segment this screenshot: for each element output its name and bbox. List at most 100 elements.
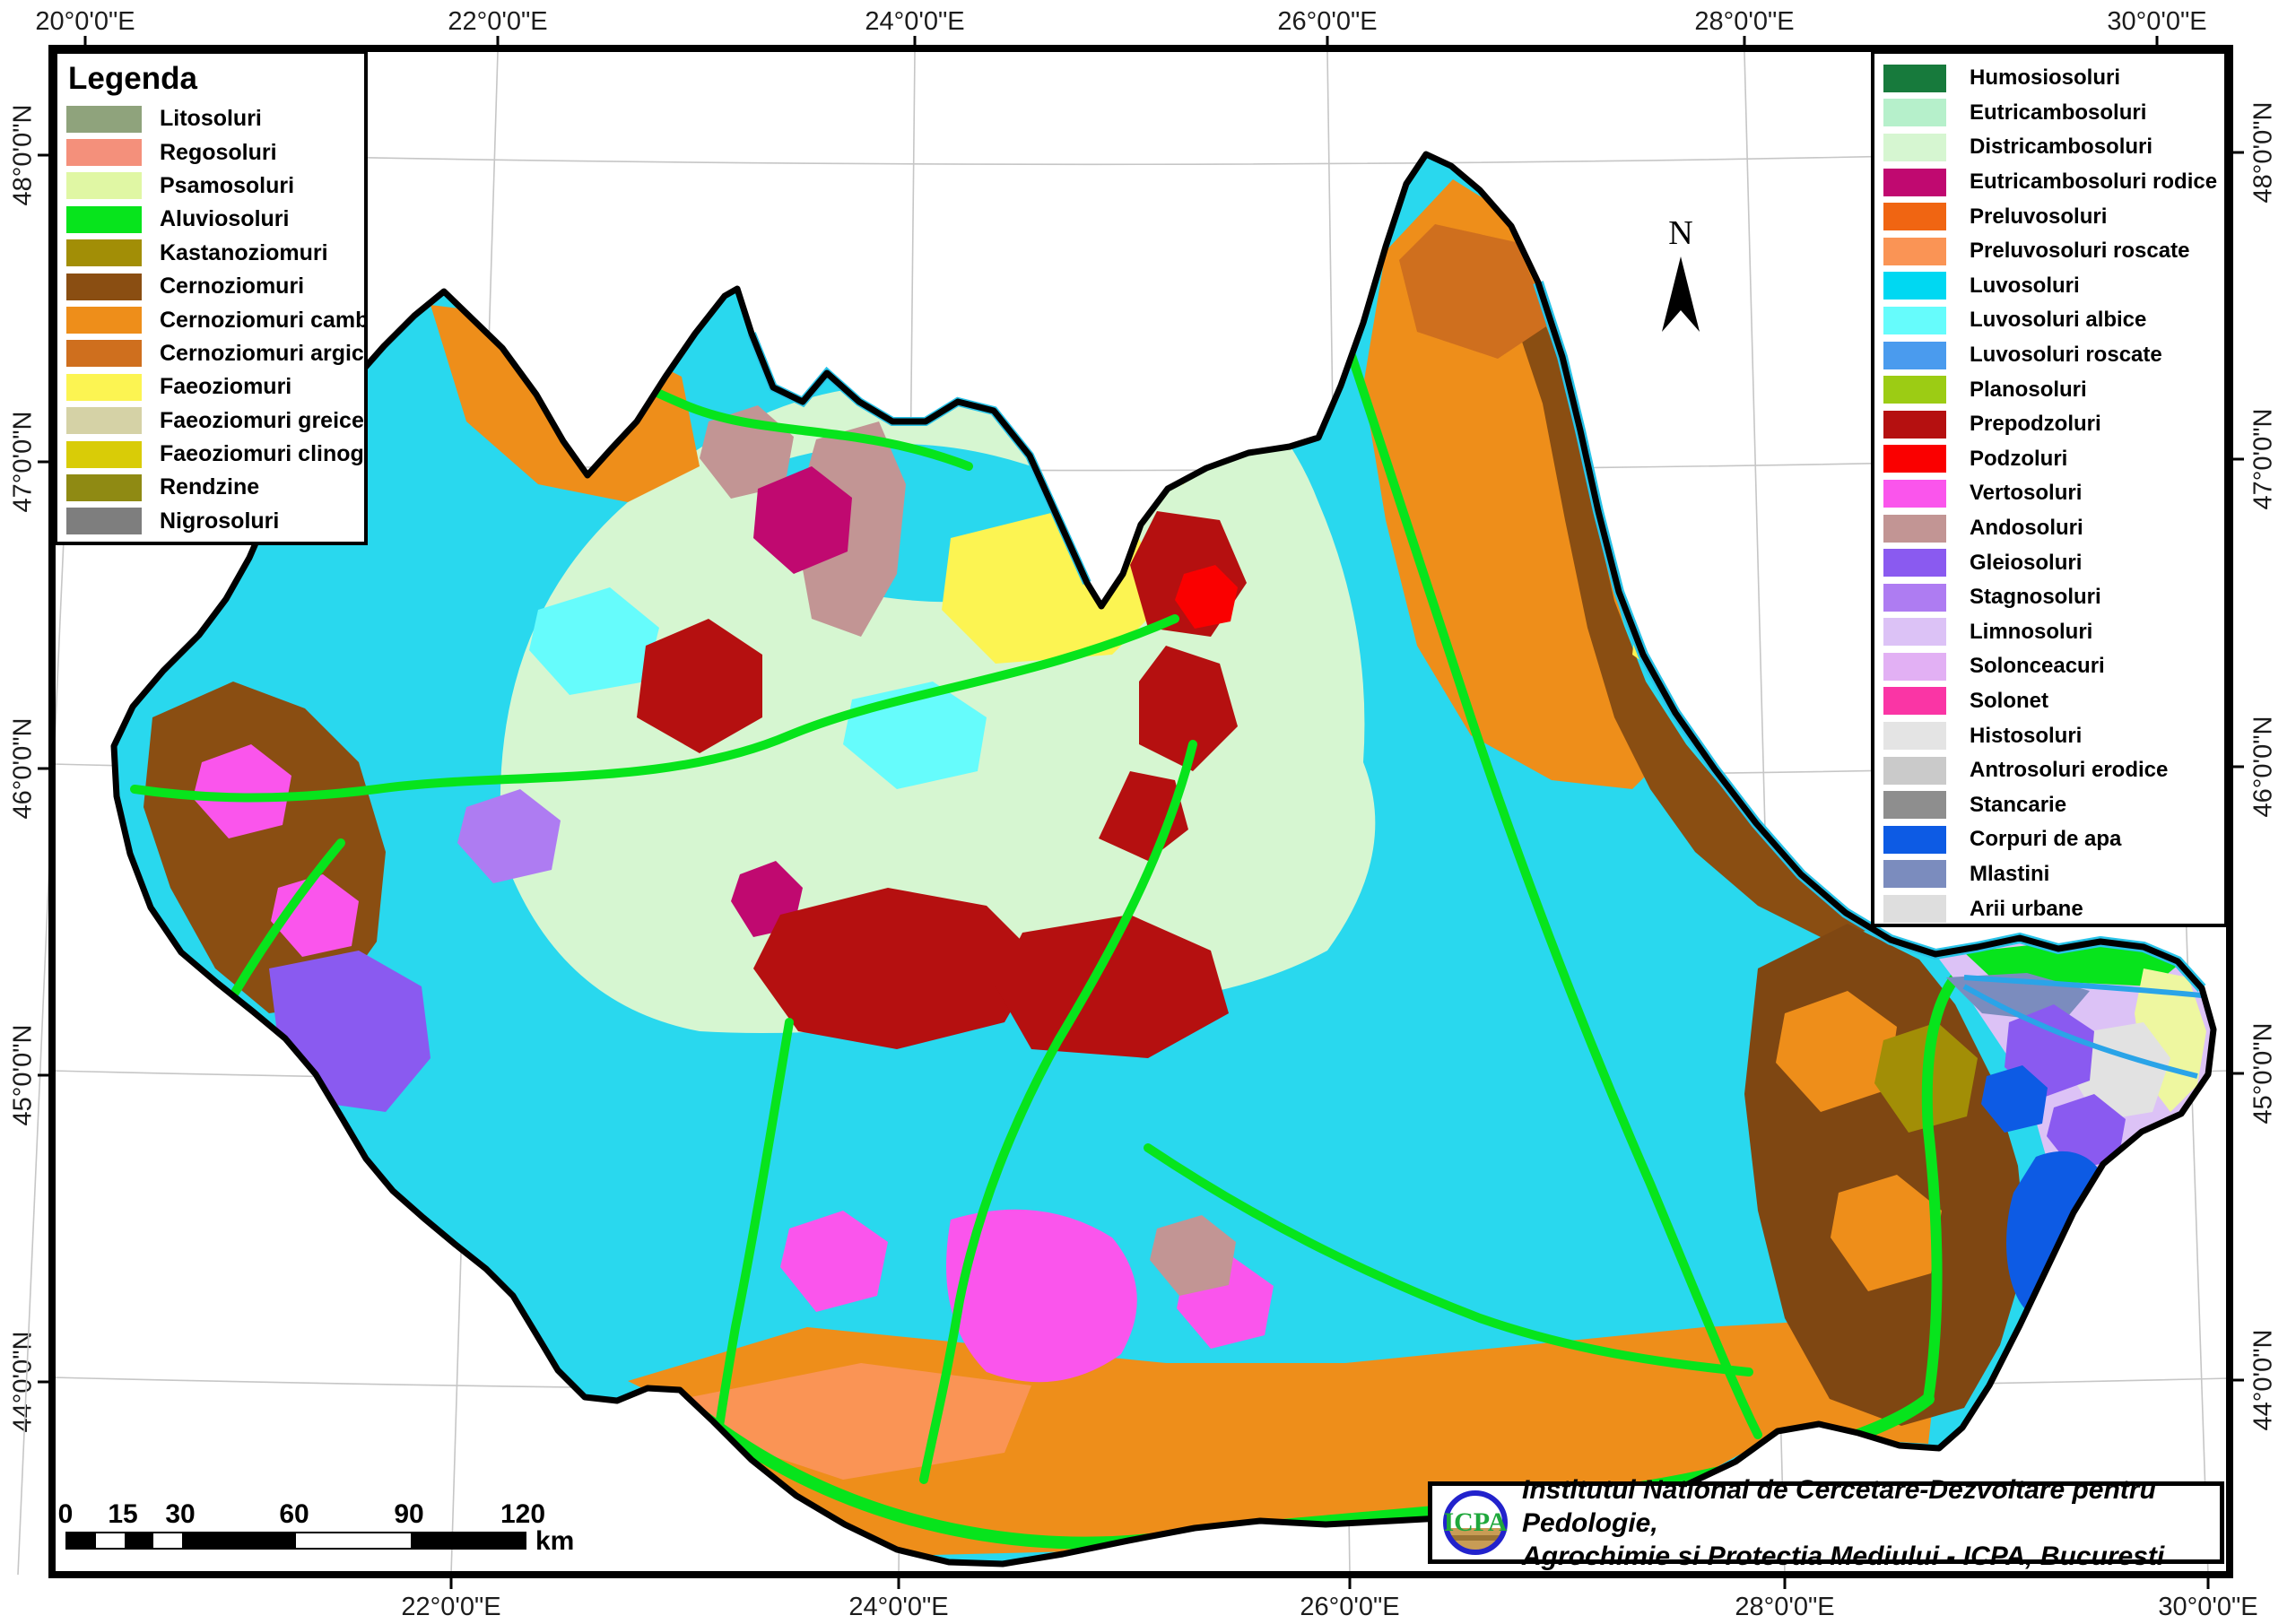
- legend-item: Vertosoluri: [1883, 476, 2215, 511]
- legend-item: Solonceacuri: [1883, 649, 2215, 684]
- legend-item: Districambosoluri: [1883, 130, 2215, 165]
- credit-text: Institutul National de Cercetare-Dezvolt…: [1522, 1473, 2220, 1573]
- legend-swatch: [1883, 652, 1946, 681]
- legend-item-label: Corpuri de apa: [1970, 827, 2122, 852]
- coord-label: 28°0'0"E: [1735, 1593, 1835, 1621]
- legend-item: Stagnosoluri: [1883, 580, 2215, 615]
- legend-swatch: [1883, 376, 1946, 404]
- romania-border: [110, 151, 2217, 1568]
- legend-swatch: [1883, 410, 1946, 439]
- legend-item: Psamosoluri: [66, 169, 355, 203]
- legend-item: Humosiosoluri: [1883, 61, 2215, 96]
- legend-right: Humosiosoluri Eutricambosoluri Districam…: [1871, 50, 2228, 927]
- legend-item-label: Humosiosoluri: [1970, 65, 2121, 91]
- legend-swatch: [66, 139, 142, 167]
- scale-bar-strip: [65, 1532, 526, 1550]
- legend-item-label: Limnosoluri: [1970, 619, 2093, 644]
- legend-item: Faeoziomuri greice: [66, 404, 364, 438]
- danube-delta: [1935, 938, 2213, 1323]
- legend-item: Luvosoluri: [1883, 269, 2215, 304]
- legend-swatch: [66, 172, 142, 200]
- legend-item: Solonet: [1883, 684, 2215, 719]
- legend-swatch: [1883, 756, 1946, 785]
- legend-swatch: [1883, 479, 1946, 508]
- legend-item: Eutricambosoluri rodice: [1883, 165, 2218, 200]
- legend-swatch: [66, 273, 142, 300]
- legend-item-label: Stancarie: [1970, 792, 2067, 817]
- legend-item-label: Faeoziomuri: [160, 374, 292, 400]
- coord-label: 26°0'0"E: [1300, 1593, 1400, 1621]
- legend-swatch: [66, 440, 142, 468]
- legend-item: Histosoluri: [1883, 718, 2215, 753]
- scale-tick-label: 60: [279, 1499, 309, 1529]
- legend-item-label: Faeoziomuri greice: [160, 407, 364, 433]
- legend-item: Planosoluri: [1883, 372, 2215, 407]
- credit-box: ICPA Institutul National de Cercetare-De…: [1428, 1475, 2224, 1571]
- legend-item-label: Solonet: [1970, 688, 2048, 713]
- legend-item-label: Nigrosoluri: [160, 508, 280, 534]
- scale-tick-label: 120: [500, 1499, 546, 1529]
- legend-item: Stancarie: [1883, 787, 2215, 822]
- legend-item: Rendzine: [66, 471, 355, 504]
- coord-label: 30°0'0"E: [2107, 7, 2207, 36]
- legend-swatch: [1883, 549, 1946, 578]
- legend-item-label: Districambosoluri: [1970, 135, 2153, 160]
- legend-swatch: [1883, 722, 1946, 751]
- legend-item: Mlastini: [1883, 857, 2215, 892]
- legend-right-items: Humosiosoluri Eutricambosoluri Districam…: [1883, 61, 2218, 924]
- legend-swatch: [66, 307, 142, 334]
- legend-item: Eutricambosoluri: [1883, 96, 2215, 131]
- legend-item: Luvosoluri albice: [1883, 303, 2215, 338]
- legend-swatch: [1883, 99, 1946, 127]
- legend-swatch: [1883, 306, 1946, 334]
- legend-item-label: Cernoziomuri: [160, 274, 305, 300]
- legend-item-label: Preluvosoluri: [1970, 204, 2108, 229]
- legend-item: Luvosoluri roscate: [1883, 338, 2215, 373]
- legend-item-label: Planosoluri: [1970, 377, 2087, 402]
- legend-item-label: Eutricambosoluri rodice: [1970, 169, 2218, 195]
- legend-item-label: Vertosoluri: [1970, 481, 2083, 506]
- legend-item: Regosoluri: [66, 135, 355, 169]
- legend-item-label: Eutricambosoluri: [1970, 100, 2147, 125]
- legend-item: Preluvosoluri: [1883, 199, 2215, 234]
- scale-tick-label: 90: [394, 1499, 424, 1529]
- legend-item-label: Kastanoziomuri: [160, 239, 328, 265]
- legend-swatch: [1883, 445, 1946, 473]
- legend-item: Aluviosoluri: [66, 203, 355, 236]
- north-arrow-icon: [1662, 256, 1700, 332]
- legend-item-label: Litosoluri: [160, 106, 262, 132]
- legend-left: Legenda Litosoluri Regosoluri Psamosolur…: [54, 50, 368, 545]
- icpa-logo-icon: ICPA: [1443, 1490, 1508, 1555]
- legend-item-label: Rendzine: [160, 474, 260, 500]
- legend-item-label: Andosoluri: [1970, 516, 2083, 541]
- legend-title: Legenda: [68, 61, 197, 96]
- credit-line-2: Agrochimie si Protectia Mediului - ICPA,…: [1522, 1541, 2165, 1571]
- coord-label: 24°0'0"E: [848, 1593, 949, 1621]
- legend-item-label: Solonceacuri: [1970, 654, 2105, 679]
- legend-item-label: Cernoziomuri cambice: [160, 307, 368, 333]
- legend-swatch: [66, 340, 142, 368]
- legend-swatch: [66, 105, 142, 133]
- scale-tick-label: 0: [57, 1499, 74, 1529]
- coord-label: 30°0'0"E: [2158, 1593, 2258, 1621]
- legend-swatch: [66, 373, 142, 401]
- scale-unit: km: [535, 1526, 575, 1556]
- legend-item: Faeoziomuri clinogleice: [66, 438, 364, 471]
- icpa-logo-text: ICPA: [1443, 1507, 1507, 1537]
- legend-swatch: [66, 407, 142, 435]
- legend-item-label: Gleiosoluri: [1970, 550, 2083, 575]
- legend-swatch: [66, 239, 142, 267]
- scale-tick-label: 30: [165, 1499, 196, 1529]
- legend-item: Podzoluri: [1883, 442, 2215, 477]
- coord-label: 22°0'0"E: [401, 1593, 501, 1621]
- legend-item-label: Stagnosoluri: [1970, 585, 2101, 610]
- legend-swatch: [1883, 618, 1946, 647]
- north-label: N: [1668, 214, 1693, 252]
- legend-item: Prepodzoluri: [1883, 407, 2215, 442]
- legend-item-label: Prepodzoluri: [1970, 412, 2101, 437]
- legend-swatch: [1883, 341, 1946, 369]
- legend-item: Arii urbane: [1883, 891, 2215, 924]
- legend-item-label: Podzoluri: [1970, 446, 2068, 471]
- legend-item-label: Regosoluri: [160, 139, 277, 165]
